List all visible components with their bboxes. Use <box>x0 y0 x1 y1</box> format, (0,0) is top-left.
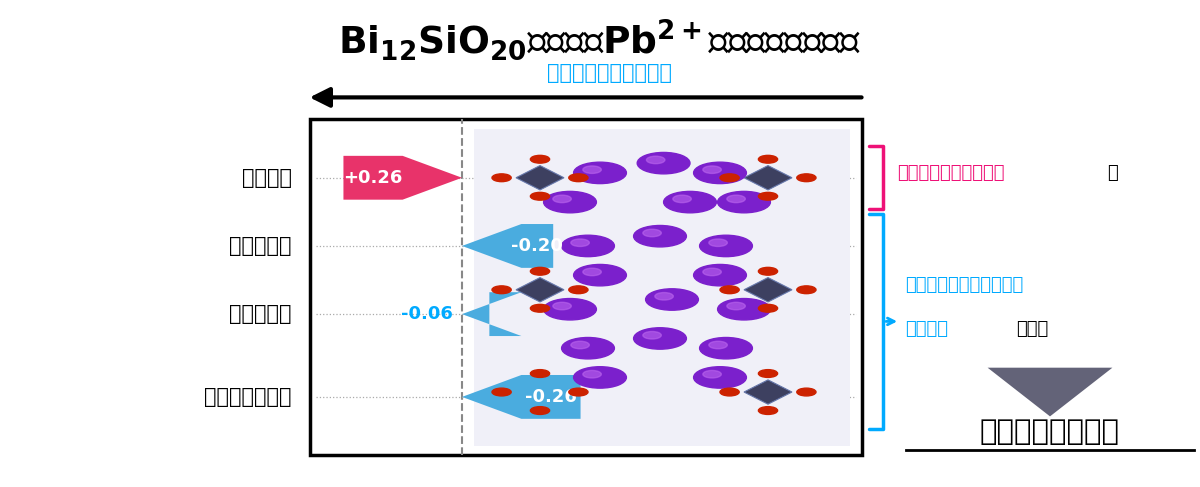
FancyBboxPatch shape <box>474 129 850 446</box>
Circle shape <box>530 407 550 414</box>
Polygon shape <box>516 166 564 190</box>
Circle shape <box>758 370 778 377</box>
Polygon shape <box>988 368 1112 416</box>
Polygon shape <box>744 166 792 190</box>
Polygon shape <box>516 380 564 404</box>
Circle shape <box>492 174 511 182</box>
Circle shape <box>583 371 601 378</box>
Circle shape <box>530 192 550 200</box>
Circle shape <box>694 367 746 388</box>
Circle shape <box>553 302 571 310</box>
Circle shape <box>530 155 550 163</box>
Circle shape <box>634 225 686 247</box>
Polygon shape <box>516 278 564 302</box>
Circle shape <box>583 166 601 173</box>
Circle shape <box>718 191 770 213</box>
Circle shape <box>571 239 589 246</box>
Circle shape <box>544 299 596 320</box>
Circle shape <box>530 370 550 377</box>
Text: シレナイト構造の不利: シレナイト構造の不利 <box>898 164 1006 182</box>
Circle shape <box>647 156 665 164</box>
Text: 組成選択: 組成選択 <box>905 320 948 337</box>
Circle shape <box>492 286 511 294</box>
Circle shape <box>700 337 752 359</box>
Polygon shape <box>462 375 581 419</box>
Circle shape <box>758 192 778 200</box>
Circle shape <box>492 388 511 396</box>
Circle shape <box>562 235 614 257</box>
Circle shape <box>643 229 661 237</box>
Circle shape <box>637 152 690 174</box>
Circle shape <box>673 195 691 203</box>
Circle shape <box>664 191 716 213</box>
Circle shape <box>553 195 571 203</box>
Polygon shape <box>744 380 792 404</box>
Text: $\mathbf{Bi_{12}SiO_{20}}$における$\mathbf{Pb^{2+}}$の固溶エネルギー: $\mathbf{Bi_{12}SiO_{20}}$における$\mathbf{P… <box>338 17 862 62</box>
Circle shape <box>727 195 745 203</box>
Circle shape <box>646 289 698 310</box>
Circle shape <box>758 155 778 163</box>
Text: -0.06: -0.06 <box>401 305 452 323</box>
Text: 適切な化学的特徴を持つ: 適切な化学的特徴を持つ <box>905 276 1024 294</box>
Circle shape <box>703 371 721 378</box>
Text: -0.26: -0.26 <box>526 388 577 406</box>
Text: 低いほど固溶しやすい: 低いほど固溶しやすい <box>547 63 672 83</box>
Circle shape <box>694 264 746 286</box>
Circle shape <box>727 302 745 310</box>
Polygon shape <box>462 292 521 336</box>
FancyBboxPatch shape <box>310 119 862 455</box>
Circle shape <box>544 191 596 213</box>
Circle shape <box>530 267 550 275</box>
Circle shape <box>720 286 739 294</box>
Circle shape <box>583 268 601 276</box>
Text: +0.26: +0.26 <box>343 169 403 187</box>
Polygon shape <box>744 278 792 302</box>
Circle shape <box>797 388 816 396</box>
Circle shape <box>694 162 746 184</box>
Circle shape <box>797 174 816 182</box>
Circle shape <box>530 304 550 312</box>
Circle shape <box>643 332 661 339</box>
Polygon shape <box>343 156 462 200</box>
Circle shape <box>709 239 727 246</box>
Circle shape <box>569 388 588 396</box>
Circle shape <box>634 328 686 349</box>
Circle shape <box>709 341 727 349</box>
Circle shape <box>569 174 588 182</box>
Circle shape <box>571 341 589 349</box>
Circle shape <box>574 162 626 184</box>
Text: を: を <box>1108 164 1118 182</box>
Text: 化合物の安定性: 化合物の安定性 <box>204 387 292 407</box>
Circle shape <box>574 264 626 286</box>
Text: 電気陰性度: 電気陰性度 <box>229 304 292 324</box>
Circle shape <box>569 286 588 294</box>
Circle shape <box>700 235 752 257</box>
Circle shape <box>703 166 721 173</box>
Circle shape <box>718 299 770 320</box>
Circle shape <box>574 367 626 388</box>
Text: 結晶構造: 結晶構造 <box>241 168 292 188</box>
Polygon shape <box>462 224 553 268</box>
Circle shape <box>758 407 778 414</box>
Text: イオン半径: イオン半径 <box>229 236 292 256</box>
Text: -0.20: -0.20 <box>511 237 563 255</box>
Circle shape <box>758 304 778 312</box>
Circle shape <box>797 286 816 294</box>
Circle shape <box>655 293 673 300</box>
Circle shape <box>562 337 614 359</box>
Circle shape <box>758 267 778 275</box>
Circle shape <box>720 174 739 182</box>
Circle shape <box>720 388 739 396</box>
Text: 材料合成が可能！: 材料合成が可能！ <box>980 418 1120 446</box>
Circle shape <box>703 268 721 276</box>
Text: で克服: で克服 <box>1016 320 1049 337</box>
